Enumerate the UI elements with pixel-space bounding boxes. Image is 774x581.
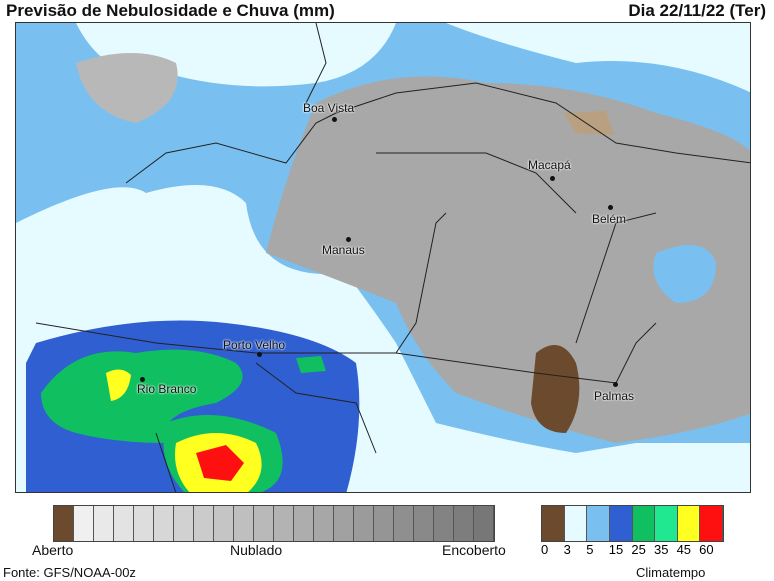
city-label: Manaus xyxy=(322,243,365,257)
city-label: Macapá xyxy=(528,158,571,172)
cloud-legend-swatch xyxy=(314,506,334,541)
forecast-map xyxy=(15,22,751,493)
cloud-legend-swatch xyxy=(334,506,354,541)
rain-legend-value: 45 xyxy=(676,542,692,557)
rain-legend-value: 15 xyxy=(608,542,624,557)
rain-legend-swatch xyxy=(609,506,633,541)
city-dot xyxy=(140,377,145,382)
cloud-legend-swatch xyxy=(234,506,254,541)
cloud-legend-swatch xyxy=(394,506,414,541)
cloud-legend-swatch xyxy=(174,506,194,541)
city-dot xyxy=(346,237,351,242)
rain-legend-swatch xyxy=(700,506,723,541)
city-dot xyxy=(332,117,337,122)
cloud-legend-bar xyxy=(53,505,495,542)
rain-legend-bar xyxy=(541,505,724,542)
cloud-legend-swatch xyxy=(474,506,494,541)
rain-legend-value: 25 xyxy=(631,542,646,557)
cloud-legend-swatch xyxy=(214,506,234,541)
cloud-legend-swatch xyxy=(434,506,454,541)
map-layers xyxy=(16,23,750,492)
cloud-legend-swatch xyxy=(414,506,434,541)
rain-legend-value: 60 xyxy=(699,542,714,557)
city-label: Porto Velho xyxy=(223,338,286,352)
rain-legend-values: 0 3 5 15 25 35 45 60 xyxy=(541,542,731,557)
city-label: Palmas xyxy=(594,389,635,403)
forecast-date: Dia 22/11/22 (Ter) xyxy=(628,1,766,20)
cloud-legend-swatch xyxy=(454,506,474,541)
cloud-legend-swatch xyxy=(294,506,314,541)
city-dot xyxy=(608,205,613,210)
rain-legend-swatch xyxy=(677,506,701,541)
brand-text: Climatempo xyxy=(636,565,706,580)
cloud-legend-swatch xyxy=(354,506,374,541)
cloud-legend-swatch xyxy=(114,506,134,541)
cloud-legend-swatch xyxy=(54,506,74,541)
city-label: Boa Vista xyxy=(303,101,355,115)
source-text: Fonte: GFS/NOAA-00z xyxy=(3,565,136,580)
map-title: Previsão de Nebulosidade e Chuva (mm) xyxy=(6,1,335,20)
rain-legend-value: 0 xyxy=(541,542,549,557)
city-label: Rio Branco xyxy=(137,382,197,396)
cloud-legend-swatch xyxy=(374,506,394,541)
rain-legend-swatch xyxy=(632,506,656,541)
cloud-legend-swatch xyxy=(74,506,94,541)
cloud-legend-swatch xyxy=(94,506,114,541)
cloud-label-cloudy: Nublado xyxy=(230,542,283,558)
rain-legend-swatch xyxy=(587,506,610,541)
rain-legend-value: 3 xyxy=(563,542,571,557)
cloud-legend-swatch xyxy=(254,506,274,541)
cloud-legend-swatch xyxy=(134,506,154,541)
city-dot xyxy=(613,382,618,387)
city-label: Belém xyxy=(592,212,627,226)
cloud-label-overcast: Encoberto xyxy=(442,542,506,558)
rain-legend-value: 5 xyxy=(586,542,594,557)
city-dot xyxy=(550,176,555,181)
rain-legend-value: 35 xyxy=(653,542,669,557)
cloud-legend-swatch xyxy=(154,506,174,541)
rain-legend-swatch xyxy=(542,506,565,541)
city-dot xyxy=(257,352,262,357)
cloud-label-open: Aberto xyxy=(32,542,74,558)
cloud-legend-swatch xyxy=(274,506,294,541)
rain-legend-swatch xyxy=(564,506,588,541)
cloud-legend-swatch xyxy=(194,506,214,541)
rain-legend-swatch xyxy=(655,506,678,541)
